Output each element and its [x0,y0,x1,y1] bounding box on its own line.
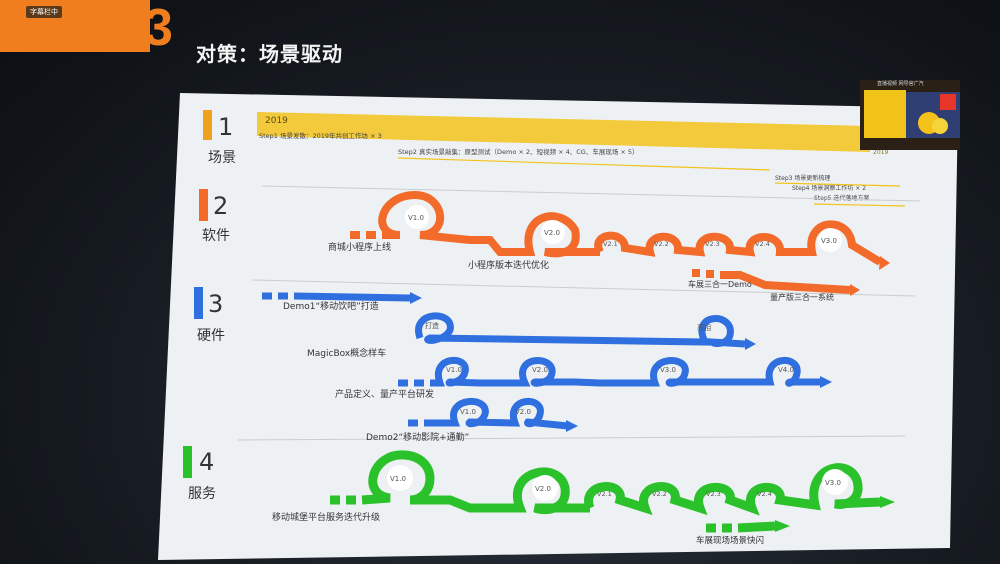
section-2-label: 软件 [202,228,230,244]
section-2-marker [199,189,208,221]
hw-b-v1: V1.0 [460,408,476,416]
sw-v2-circle [541,220,565,244]
hw-b-v2: V2.0 [515,408,531,416]
hw-label-4: Demo2“移动影院+通勤” [366,431,469,443]
sv-v24: V2.4 [757,490,772,498]
step5-line [813,203,906,207]
sv-v22: V2.2 [652,490,667,498]
sw-label-3: 车展三合一Demo [688,279,752,289]
hw-arrow-1 [410,292,422,304]
sw-v3-circle [818,228,842,252]
hw-label-2: MagicBox概念样车 [307,347,386,359]
section-4-num: 4 [199,448,214,476]
step-2: Step2 真实场景敲集：原型测试（Demo × 2、短视频 × 4、CG、车展… [398,147,639,156]
sv-v23: V2.3 [706,490,721,498]
step3-line [774,182,901,187]
section-4-label: 服务 [188,486,216,502]
year-band [257,112,870,152]
slide-surface [158,93,958,560]
software-track [350,190,883,294]
section-1-label: 场景 [208,150,236,166]
hw-label-3: 产品定义、量产平台研发 [335,388,434,400]
section-3-num: 3 [208,290,223,318]
sw-v24: V2.4 [755,240,770,248]
section-1-marker [203,110,212,140]
sv-v2: V2.0 [535,485,551,493]
year-label-right: 2019 [873,149,888,156]
pip-caption: 直播视频 网导官广汽 [877,81,924,87]
section-2-num: 2 [213,192,228,220]
hw-a-v1: V1.0 [446,366,462,374]
sw-v1-circle [405,205,429,229]
separator-2 [251,279,916,297]
step-1: Step1 场景发散：2019年共创工作坊 × 3 [259,131,382,140]
sw-v23: V2.3 [705,240,720,248]
sv-v1: V1.0 [390,475,406,483]
sw-v2: V2.0 [544,229,560,237]
sv-label-2: 车展现场场景快闪 [696,535,764,546]
step2-line [397,157,771,171]
software-arrow-2 [850,284,860,296]
sw-label-4: 量产版三合一系统 [770,292,834,302]
hw-arrow-2 [745,338,756,350]
sw-v1: V1.0 [408,214,424,222]
service-track [330,450,881,533]
sw-v21: V2.1 [603,240,618,248]
step-3: Step3 场景更新梳理 [775,174,830,182]
sv-v2-circle [532,475,558,501]
hw-badge-1: 打造 [425,321,439,330]
pip-object-2 [932,118,948,134]
year-label: 2019 [265,116,288,126]
step-4: Step4 场景洞察工作坊 × 2 [792,184,866,192]
service-arrow [880,496,895,508]
sw-label-1: 商城小程序上线 [328,241,391,253]
tab-label: 字幕栏中 [26,6,62,18]
hw-arrow-4 [566,420,578,432]
sw-v22: V2.2 [654,240,669,248]
software-arrow [879,256,890,270]
hw-a-v2: V2.0 [532,366,548,374]
section-3-marker [194,287,203,319]
section-3-label: 硬件 [197,328,225,344]
section-4-marker [183,446,192,478]
page-title: 对策：场景驱动 [196,42,343,66]
hw-arrow-3 [820,376,832,388]
header-tab: 字幕栏中 [0,0,150,52]
section-number: 3 [144,0,173,57]
sw-v3: V3.0 [821,237,837,245]
separator-1 [261,185,921,202]
sv-v1-circle [387,465,413,491]
sw-label-2: 小程序版本迭代优化 [468,259,549,271]
service-arrow-2 [775,520,790,532]
hw-label-1: Demo1“移动饮吧”打造 [283,300,379,312]
sv-v3-circle [822,469,848,495]
hw-a-v4: V4.0 [778,366,794,374]
hardware-track [262,292,820,430]
separator-3 [237,435,906,441]
sv-v21: V2.1 [597,490,612,498]
sv-label-1: 移动城堡平台服务迭代升级 [272,511,380,523]
hw-badge-2: 亮相 [697,323,711,332]
pip-flag [940,94,956,110]
sv-v3: V3.0 [825,479,841,487]
pip-poster [864,90,906,138]
step-5: Step5 迭代落地方案 [814,194,869,202]
hw-a-v3: V3.0 [660,366,676,374]
section-1-num: 1 [218,113,233,141]
